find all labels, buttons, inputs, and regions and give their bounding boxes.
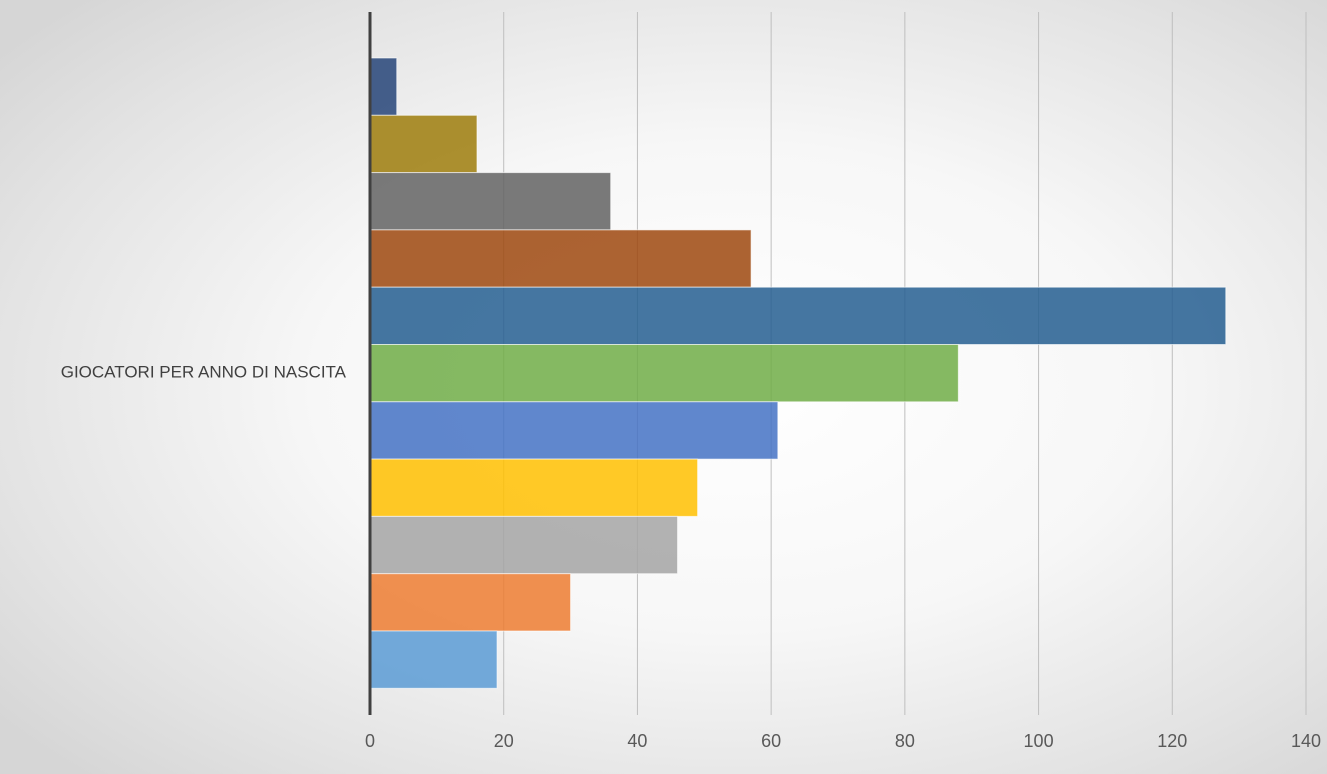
x-tick-label: 80 bbox=[895, 731, 915, 751]
bars bbox=[369, 57, 1227, 689]
bar bbox=[369, 57, 398, 116]
x-tick-label: 120 bbox=[1157, 731, 1187, 751]
bar bbox=[369, 401, 779, 460]
bar bbox=[369, 344, 959, 403]
x-tick-label: 0 bbox=[365, 731, 375, 751]
x-tick-label: 100 bbox=[1024, 731, 1054, 751]
category-label: GIOCATORI PER ANNO DI NASCITA bbox=[61, 363, 347, 382]
bar bbox=[369, 458, 699, 517]
bar bbox=[369, 229, 752, 288]
x-tick-label: 60 bbox=[761, 731, 781, 751]
bar bbox=[369, 114, 478, 174]
x-tick-label: 40 bbox=[627, 731, 647, 751]
bar bbox=[369, 286, 1227, 346]
bar bbox=[369, 573, 572, 632]
bar bbox=[369, 172, 612, 231]
x-axis-ticks: 0 20 40 60 80 100 120 140 bbox=[365, 731, 1321, 751]
bar bbox=[369, 630, 498, 689]
bar bbox=[369, 515, 679, 575]
x-tick-label: 20 bbox=[494, 731, 514, 751]
x-tick-label: 140 bbox=[1291, 731, 1321, 751]
